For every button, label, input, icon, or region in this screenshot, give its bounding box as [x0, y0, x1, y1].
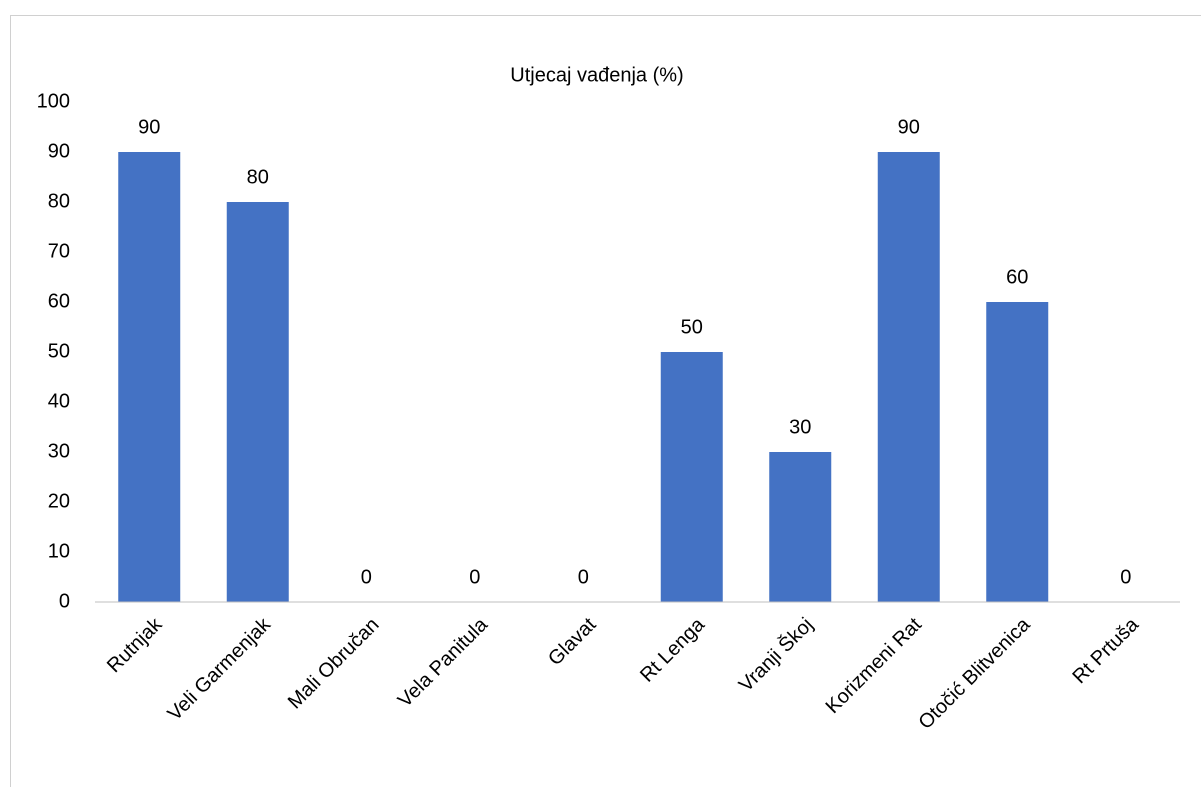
data-label: 60 [1006, 266, 1028, 288]
x-tick-label: Vranji Škoj [734, 613, 817, 696]
data-label: 0 [578, 566, 589, 588]
y-tick-label: 100 [37, 90, 70, 112]
data-label: 90 [898, 116, 920, 138]
x-tick-label: Rt Lenga [636, 613, 710, 687]
x-tick-label: Korizmeni Rat [822, 613, 927, 718]
x-tick-label: Rutnjak [103, 613, 167, 677]
bar [877, 152, 940, 602]
data-label: 0 [361, 566, 372, 588]
bar [118, 152, 181, 602]
y-tick-label: 80 [48, 190, 70, 212]
bar [986, 302, 1049, 602]
y-tick-label: 50 [48, 340, 70, 362]
x-tick-label: Glavat [544, 613, 601, 670]
y-tick-label: 60 [48, 290, 70, 312]
bar [660, 352, 723, 602]
x-tick-label: Otočić Blitvenica [914, 613, 1035, 734]
data-label: 80 [247, 166, 269, 188]
data-label: 90 [138, 116, 160, 138]
y-tick-label: 40 [48, 390, 70, 412]
x-tick-label: Mali Obručan [284, 614, 384, 714]
y-tick-label: 70 [48, 240, 70, 262]
y-tick-label: 90 [48, 140, 70, 162]
y-tick-label: 20 [48, 490, 70, 512]
x-tick-label: Veli Garmenjak [164, 613, 276, 725]
chart-title: Utjecaj vađenja (%) [510, 64, 683, 86]
data-label: 50 [681, 316, 703, 338]
y-tick-label: 0 [59, 590, 70, 612]
y-tick-label: 10 [48, 540, 70, 562]
data-label: 30 [789, 416, 811, 438]
bar [226, 202, 289, 602]
data-label: 0 [469, 566, 480, 588]
data-label: 0 [1120, 566, 1131, 588]
bar [769, 452, 832, 602]
x-tick-label: Rt Prtuša [1069, 613, 1144, 688]
y-tick-label: 30 [48, 440, 70, 462]
x-tick-label: Vela Panitula [394, 613, 493, 712]
chart-border [10, 15, 1201, 787]
